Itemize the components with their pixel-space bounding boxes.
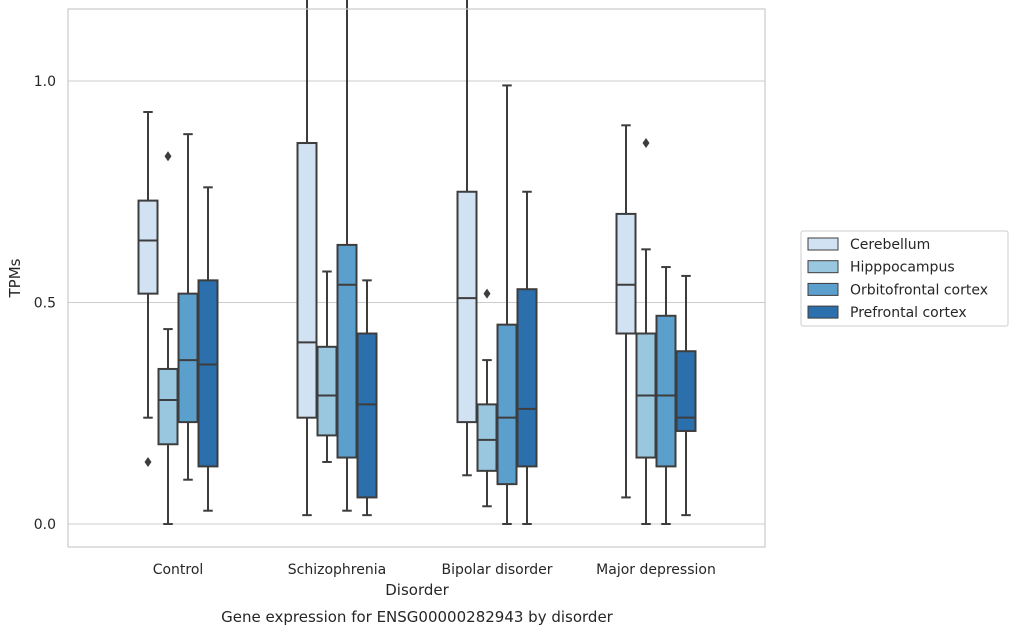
y-tick-labels: 0.00.51.01.52.0 [34,74,56,533]
y-tick-label: 0.5 [34,296,56,312]
box-1-0 [157,151,179,525]
outlier-point [483,288,491,299]
box-body [496,323,518,486]
box-body [197,279,219,468]
box-body [316,345,338,437]
box-0-0 [137,111,159,467]
x-axis-title: Disorder [385,581,449,599]
box-3-0 [197,186,219,512]
boxes [137,0,697,525]
box-body [456,190,478,424]
outlier-point [164,151,172,162]
box-3-2 [516,190,538,525]
outlier-point [642,138,650,149]
legend-frame [800,230,1009,327]
box-3-3 [675,274,697,517]
box-0-1 [296,0,318,517]
box-1-1 [316,270,338,463]
box-body [137,199,159,295]
legend-label: Cerebellum [850,237,930,253]
x-tick-label: Schizophrenia [288,562,386,578]
x-tick-labels: Control Schizophrenia Bipolar disorder Majo… [153,562,716,578]
legend-swatch [807,282,839,296]
box-2-0 [177,133,199,481]
plot-frame [67,8,766,548]
legend-swatch [807,237,839,251]
box-1-3 [635,138,657,525]
x-tick-label: Bipolar disorder [441,562,552,578]
outlier-point [144,456,152,467]
legend-swatch [807,260,839,274]
box-body [157,367,179,446]
box-body [476,403,498,472]
box-body [516,288,538,468]
legend-swatch [807,305,839,319]
box-body [615,212,637,335]
box-0-3 [615,124,637,499]
x-tick-label: Control [153,562,204,578]
legend-label: Prefrontal cortex [850,305,967,321]
legend: Cerebellum Hipppocampus Orbitofrontal cort… [800,230,1009,327]
box-0-2 [456,0,478,477]
x-tick-label: Major depression [596,562,716,578]
box-body [675,350,697,432]
box-body [655,314,677,468]
y-axis-title: TPMs [6,258,24,298]
box-3-1 [356,279,378,517]
chart-caption: Gene expression for ENSG00000282943 by d… [221,608,614,626]
y-tick-label: 0.0 [34,517,56,533]
legend-label: Orbitofrontal cortex [850,282,988,298]
box-body [177,292,199,424]
box-body [296,142,318,419]
legend-label: Hipppocampus [850,260,955,276]
box-body [356,332,378,499]
y-tick-label: 1.0 [34,74,56,90]
box-body [336,243,358,459]
